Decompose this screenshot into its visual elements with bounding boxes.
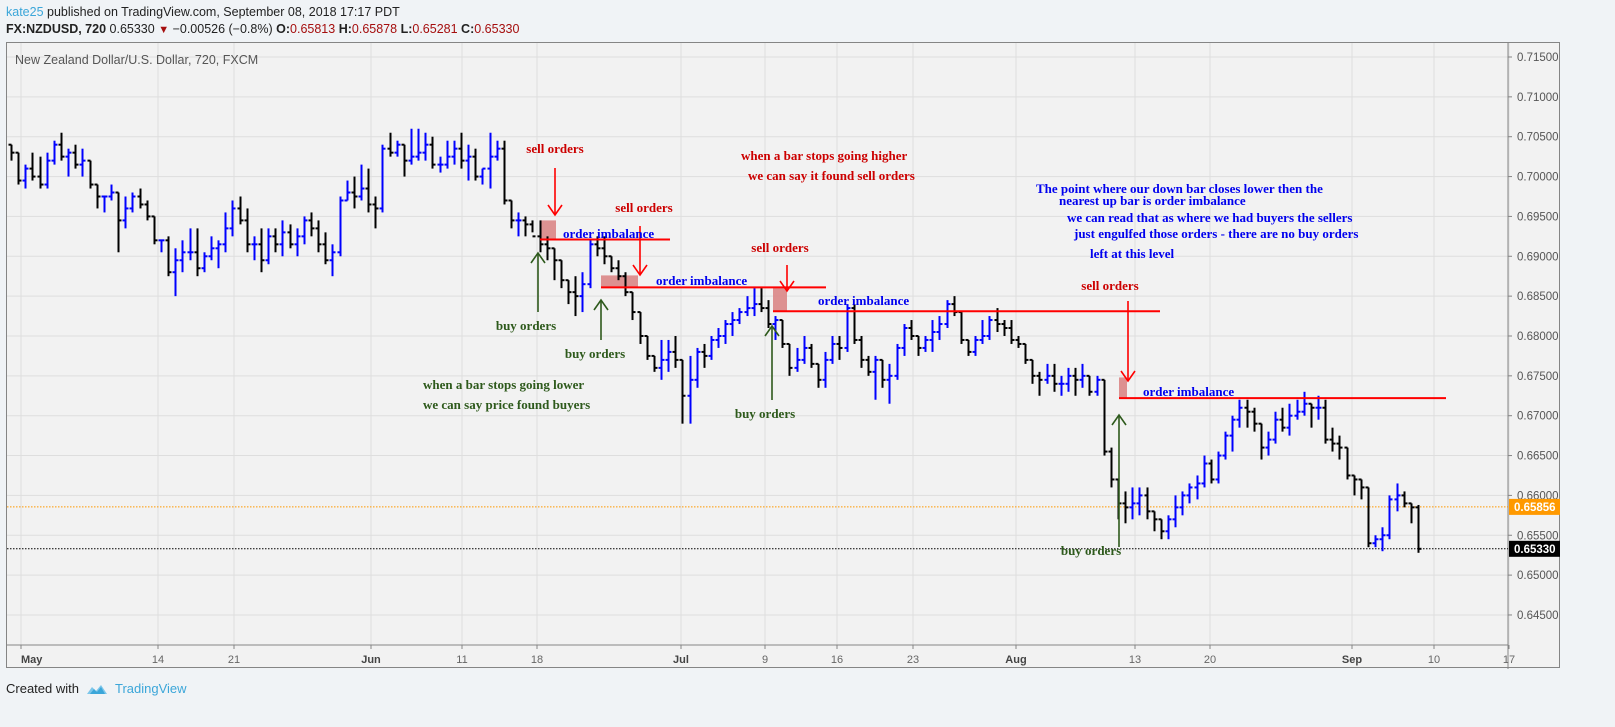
low-value: 0.65281 — [412, 22, 458, 36]
chart-title: New Zealand Dollar/U.S. Dollar, 720, FXC… — [15, 53, 258, 67]
annotation-text: when a bar stops going lower — [423, 377, 584, 392]
time-tick-label: 17 — [1503, 654, 1515, 666]
arrow-up-icon — [1111, 413, 1127, 426]
arrow-down-icon — [632, 264, 648, 277]
annotation-text: order imbalance — [563, 226, 654, 241]
annotation-text: when a bar stops going higher — [741, 148, 907, 163]
imbalance-zone — [540, 220, 556, 240]
time-tick-label: Jul — [673, 654, 689, 666]
time-tick-label: 20 — [1204, 654, 1216, 666]
annotation-text: order imbalance — [1143, 384, 1234, 399]
price-tick-label: 0.69000 — [1517, 251, 1559, 263]
annotation-text: just engulfed those orders - there are n… — [1073, 226, 1358, 241]
price-tick-label: 0.68000 — [1517, 331, 1559, 343]
open-value: 0.65813 — [290, 22, 336, 36]
annotation-text: we can say it found sell orders — [748, 168, 915, 183]
price-tick-label: 0.70500 — [1517, 132, 1559, 144]
chart-area[interactable] — [6, 42, 1560, 668]
time-tick-label: 13 — [1129, 654, 1141, 666]
annotation-text: sell orders — [615, 200, 672, 215]
price-tick-label: 0.66500 — [1517, 451, 1559, 463]
time-axis[interactable]: May 14 21 Jun 11 18 Jul 9 16 23 Aug 13 20 Sep 10 17 — [20, 645, 1515, 666]
arrow-up-icon — [764, 324, 780, 337]
last-price-label: 0.65330 — [1514, 544, 1556, 556]
down-triangle-icon: ▼ — [158, 24, 170, 36]
ohlc-bars — [8, 128, 1422, 553]
price-tick-label: 0.67000 — [1517, 411, 1559, 423]
price-axis[interactable]: 0.71500 0.71000 0.70500 0.70000 0.69500 0.690… — [1508, 52, 1559, 622]
time-tick-label: May — [21, 654, 43, 666]
time-tick-label: Jun — [361, 654, 381, 666]
annotation-text: order imbalance — [818, 293, 909, 308]
price-tick-label: 0.71500 — [1517, 52, 1559, 64]
imbalance-zones — [540, 220, 1127, 399]
annotation-text: we can read that as where we had buyers … — [1067, 210, 1353, 225]
price-axis-labels: 0.65856 0.65330 — [1509, 498, 1560, 557]
time-tick-label: 14 — [152, 654, 164, 666]
price-tick-label: 0.71000 — [1517, 92, 1559, 104]
price-tick-label: 0.64500 — [1517, 610, 1559, 622]
time-tick-label: 21 — [228, 654, 240, 666]
time-tick-label: 10 — [1428, 654, 1440, 666]
open-label: O: — [276, 22, 291, 36]
last-price: 0.65330 — [109, 22, 155, 36]
annotation-text: sell orders — [751, 240, 808, 255]
chart-grid — [7, 43, 1510, 669]
time-tick-label: 16 — [831, 654, 843, 666]
close-value: 0.65330 — [474, 22, 520, 36]
annotation-text: we can say price found buyers — [423, 397, 590, 412]
author-link[interactable]: kate25 — [6, 5, 44, 19]
annotation-texts: sell orders sell orders sell orders sell or… — [423, 141, 1358, 558]
time-tick-label: Sep — [1342, 654, 1362, 666]
time-tick-label: 23 — [907, 654, 919, 666]
symbol-info: FX:NZDUSD, 720 0.65330 ▼ −0.00526 (−0.8%… — [6, 22, 519, 36]
annotation-text: buy orders — [735, 406, 795, 421]
tradingview-logo-icon — [86, 684, 107, 694]
annotation-lines — [530, 168, 1446, 547]
time-tick-label: 18 — [531, 654, 543, 666]
price-tick-label: 0.65000 — [1517, 570, 1559, 582]
price-tick-label: 0.70000 — [1517, 172, 1559, 184]
time-tick-label: 11 — [456, 654, 467, 666]
annotation-text: The point where our down bar closes lowe… — [1036, 181, 1323, 196]
annotation-text: buy orders — [565, 346, 625, 361]
arrow-down-icon — [547, 204, 563, 217]
annotation-text: nearest up bar is order imbalance — [1059, 193, 1246, 208]
publish-info: kate25 published on TradingView.com, Sep… — [6, 5, 400, 19]
time-tick-label: Aug — [1005, 654, 1026, 666]
annotation-text: sell orders — [1081, 278, 1138, 293]
price-tick-label: 0.68500 — [1517, 291, 1559, 303]
annotation-text: buy orders — [1061, 543, 1121, 558]
annotation-text: left at this level — [1090, 246, 1175, 261]
symbol-name: FX:NZDUSD, 720 — [6, 22, 107, 36]
arrow-up-icon — [593, 298, 609, 311]
price-change: −0.00526 (−0.8%) — [172, 22, 273, 36]
imbalance-zone — [601, 275, 638, 288]
annotation-text: sell orders — [526, 141, 583, 156]
tradingview-link[interactable]: TradingView — [114, 681, 187, 696]
imbalance-zone — [1119, 377, 1127, 399]
time-tick-label: 9 — [762, 654, 768, 666]
price-tick-label: 0.65500 — [1517, 530, 1559, 542]
publish-text: published on TradingView.com, September … — [43, 5, 400, 19]
price-chart[interactable]: New Zealand Dollar/U.S. Dollar, 720, FXC… — [0, 0, 1615, 680]
price-lines — [7, 506, 1508, 550]
orange-price-label: 0.65856 — [1514, 502, 1556, 514]
arrow-down-icon — [779, 280, 795, 293]
price-tick-label: 0.69500 — [1517, 211, 1559, 223]
low-label: L: — [400, 22, 413, 36]
high-value: 0.65878 — [351, 22, 398, 36]
price-tick-label: 0.67500 — [1517, 371, 1559, 383]
annotation-text: order imbalance — [656, 273, 747, 288]
arrow-down-icon — [1120, 370, 1136, 383]
close-label: C: — [461, 22, 475, 36]
arrow-up-icon — [530, 251, 546, 264]
created-with-text: Created with — [6, 681, 79, 696]
footer: Created with TradingView — [6, 681, 187, 696]
annotation-text: buy orders — [496, 318, 556, 333]
imbalance-zone — [773, 288, 787, 312]
high-label: H: — [338, 22, 352, 36]
